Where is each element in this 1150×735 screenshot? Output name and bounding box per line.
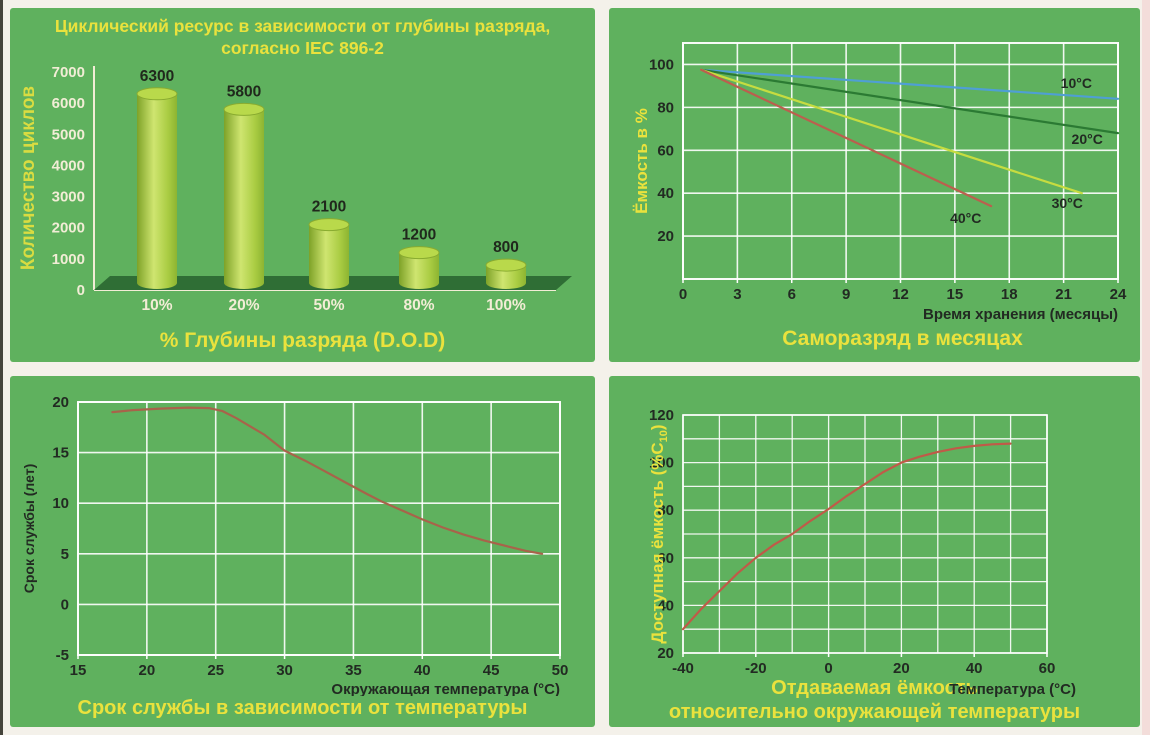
svg-text:40: 40 <box>657 185 674 202</box>
svg-text:10: 10 <box>52 495 69 512</box>
available-capacity-xaxis-title: Температура (°C) <box>949 681 1076 698</box>
svg-text:Окружающая температура (°C): Окружающая температура (°C) <box>331 681 560 696</box>
svg-text:6000: 6000 <box>52 95 85 112</box>
svg-text:15: 15 <box>947 286 964 303</box>
svg-text:100: 100 <box>649 56 674 73</box>
panel-cycle-life: Циклический ресурс в зависимости от глуб… <box>10 8 595 362</box>
svg-text:1200: 1200 <box>402 227 436 244</box>
svg-text:Срок службы (лет): Срок службы (лет) <box>21 464 37 593</box>
panel-service-life: 15 20 25 30 35 40 45 50 -5 0 5 10 15 20 Окружающая тем… <box>10 376 595 727</box>
svg-text:35: 35 <box>345 662 362 679</box>
svg-text:60: 60 <box>657 142 674 159</box>
available-capacity-title-line1: Отдаваемая ёмкость <box>771 677 978 699</box>
cycle-life-xaxis-title: % Глубины разряда (D.O.D) <box>159 329 446 352</box>
cycle-life-title: Циклический ресурс в зависимости от глуб… <box>10 8 595 60</box>
available-capacity-footer: Отдаваемая ёмкость Температура (°C) отно… <box>609 675 1140 727</box>
svg-text:2000: 2000 <box>52 220 85 237</box>
svg-text:25: 25 <box>207 662 224 679</box>
svg-text:7000: 7000 <box>52 64 85 81</box>
svg-text:20: 20 <box>657 645 674 662</box>
svg-text:3000: 3000 <box>52 189 85 206</box>
service-life-title: Срок службы в зависимости от температуры <box>77 697 528 719</box>
right-edge-border <box>1142 0 1150 735</box>
svg-text:3: 3 <box>733 286 741 303</box>
svg-text:0: 0 <box>679 286 687 303</box>
svg-text:45: 45 <box>483 662 500 679</box>
svg-text:12: 12 <box>892 286 909 303</box>
svg-text:5000: 5000 <box>52 126 85 143</box>
svg-text:0: 0 <box>77 282 85 299</box>
svg-text:5800: 5800 <box>227 83 261 100</box>
charts-grid: Циклический ресурс в зависимости от глуб… <box>10 8 1140 727</box>
svg-text:-40: -40 <box>672 660 694 675</box>
cycle-life-bar-chart: 0 1000 2000 3000 4000 5000 6000 7000 Количество … <box>18 64 572 314</box>
svg-text:30: 30 <box>276 662 293 679</box>
service-life-line-chart: 15 20 25 30 35 40 45 50 -5 0 5 10 15 20 Окружающая тем… <box>21 394 569 696</box>
svg-text:60: 60 <box>657 550 674 567</box>
svg-text:Ёмкость в %: Ёмкость в % <box>632 108 651 214</box>
svg-text:40: 40 <box>966 660 983 675</box>
svg-text:0: 0 <box>61 596 69 613</box>
svg-text:20: 20 <box>139 662 156 679</box>
svg-text:20°C: 20°C <box>1072 131 1103 147</box>
panel-available-capacity: -40 -20 0 20 40 60 20 40 60 80 100 120 Доступная ёмк… <box>609 376 1140 727</box>
svg-text:5: 5 <box>61 546 69 563</box>
self-discharge-line-chart: 10°C 20°C 30°C 40°C 0 3 6 9 12 15 18 21 24 20 40 60 80 10… <box>632 42 1127 322</box>
left-edge-border <box>0 0 3 735</box>
svg-text:30°C: 30°C <box>1052 195 1083 211</box>
panel-self-discharge: 10°C 20°C 30°C 40°C 0 3 6 9 12 15 18 21 24 20 40 60 80 10… <box>609 8 1140 362</box>
svg-text:60: 60 <box>1039 660 1056 675</box>
svg-text:40: 40 <box>414 662 431 679</box>
svg-text:6300: 6300 <box>140 68 174 85</box>
cycle-life-title-line1: Циклический ресурс в зависимости от глуб… <box>54 16 551 36</box>
svg-text:120: 120 <box>649 407 674 424</box>
self-discharge-title: Саморазряд в месяцах <box>782 327 1023 350</box>
svg-text:40: 40 <box>657 597 674 614</box>
svg-text:24: 24 <box>1110 286 1127 303</box>
svg-text:100%: 100% <box>486 297 526 314</box>
svg-text:-20: -20 <box>745 660 767 675</box>
svg-text:9: 9 <box>842 286 850 303</box>
svg-text:4000: 4000 <box>52 157 85 174</box>
svg-text:Количество циклов: Количество циклов <box>18 86 39 270</box>
cycle-life-title-line2: согласно IEC 896-2 <box>221 37 384 58</box>
svg-text:21: 21 <box>1055 286 1072 303</box>
available-capacity-title-line2: относительно окружающей температуры <box>668 701 1081 723</box>
svg-text:20: 20 <box>657 228 674 245</box>
svg-text:800: 800 <box>493 239 519 256</box>
svg-text:40°C: 40°C <box>950 210 981 226</box>
svg-text:50: 50 <box>552 662 569 679</box>
svg-text:10%: 10% <box>141 297 172 314</box>
svg-text:80: 80 <box>657 502 674 519</box>
svg-text:Доступная ёмкость (%C10): Доступная ёмкость (%C10) <box>648 424 670 643</box>
svg-text:-5: -5 <box>56 647 69 664</box>
svg-text:100: 100 <box>649 455 674 472</box>
svg-text:Время хранения (месяцы): Время хранения (месяцы) <box>923 306 1118 322</box>
svg-text:80%: 80% <box>403 297 434 314</box>
svg-text:20: 20 <box>893 660 910 675</box>
svg-text:2100: 2100 <box>312 199 346 216</box>
svg-text:0: 0 <box>824 660 832 675</box>
svg-text:6: 6 <box>788 286 796 303</box>
svg-text:20: 20 <box>52 394 69 411</box>
svg-text:18: 18 <box>1001 286 1018 303</box>
svg-text:50%: 50% <box>313 297 344 314</box>
svg-text:20%: 20% <box>228 297 259 314</box>
svg-text:10°C: 10°C <box>1061 75 1092 91</box>
svg-text:15: 15 <box>52 445 69 462</box>
svg-text:1000: 1000 <box>52 251 85 268</box>
svg-text:15: 15 <box>70 662 87 679</box>
svg-text:80: 80 <box>657 99 674 116</box>
